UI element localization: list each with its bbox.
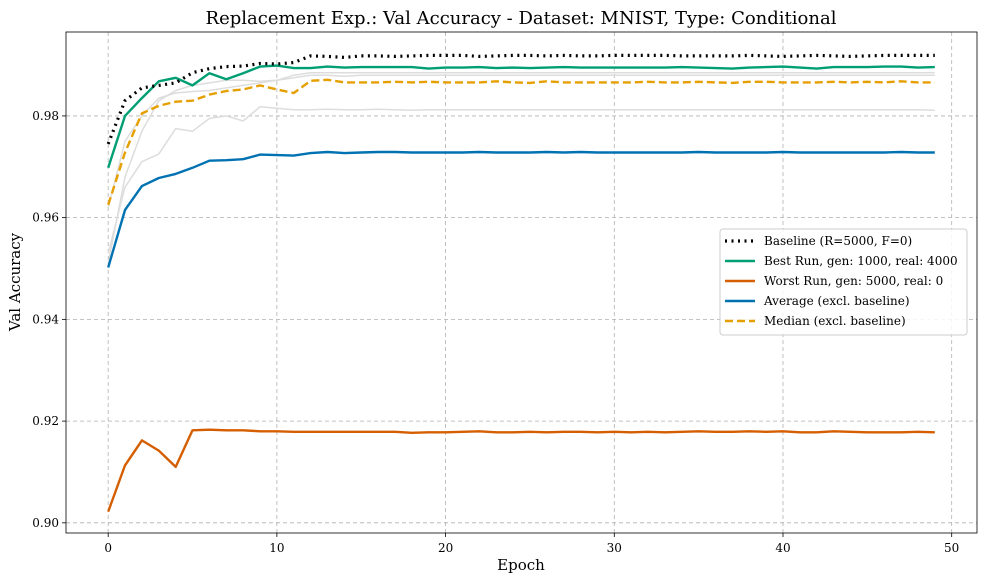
y-axis-label: Val Accuracy: [6, 232, 24, 332]
y-tick-label: 0.90: [32, 516, 59, 530]
legend: Baseline (R=5000, F=0) Best Run, gen: 100…: [719, 228, 968, 336]
legend-label: Baseline (R=5000, F=0): [764, 234, 912, 248]
background-run-line: [107, 71, 935, 208]
legend-label: Best Run, gen: 1000, real: 4000: [764, 254, 958, 268]
x-tick-label: 20: [438, 541, 453, 555]
chart-title: Replacement Exp.: Val Accuracy - Dataset…: [206, 8, 837, 29]
series-layer: [106, 53, 935, 513]
legend-items: Baseline (R=5000, F=0) Best Run, gen: 100…: [725, 234, 958, 328]
x-axis-label: Epoch: [497, 556, 545, 574]
tick-layer: 0 10 20 30 40 50 0.90 0.92 0.94 0.96 0.98: [32, 109, 959, 555]
series-line-3: [107, 150, 935, 268]
background-run-line: [107, 74, 935, 264]
x-tick-label: 50: [944, 541, 959, 555]
x-tick-label: 0: [104, 541, 112, 555]
series-line-2: [107, 428, 935, 513]
legend-label: Worst Run, gen: 5000, real: 0: [764, 274, 943, 288]
x-tick-label: 10: [269, 541, 284, 555]
x-tick-label: 40: [775, 541, 790, 555]
legend-label: Average (excl. baseline): [763, 294, 910, 308]
y-tick-label: 0.98: [32, 109, 59, 123]
x-tick-label: 30: [607, 541, 622, 555]
plot-frame: [65, 31, 978, 534]
y-tick-label: 0.92: [32, 414, 59, 428]
legend-box: [719, 228, 968, 336]
y-tick-label: 0.94: [32, 312, 59, 326]
series-line-4: [107, 78, 935, 206]
series-line-1: [107, 64, 935, 169]
background-run-line: [107, 106, 935, 254]
legend-label: Median (excl. baseline): [764, 314, 906, 328]
y-tick-label: 0.96: [32, 211, 59, 225]
series-line-0: [106, 53, 935, 145]
